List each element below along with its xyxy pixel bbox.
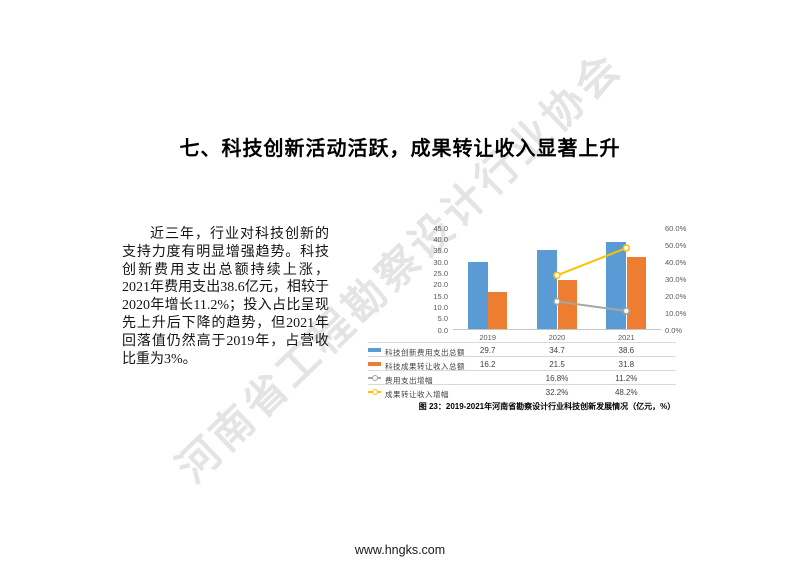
table-value: 48.2% xyxy=(614,388,638,397)
left-axis-tick: 20.0 xyxy=(433,280,448,290)
left-axis-tick: 15.0 xyxy=(433,291,448,301)
left-axis-tick: 30.0 xyxy=(433,257,448,267)
table-value: 16.8% xyxy=(545,374,569,383)
legend-label: 科技成果转让收入总额 xyxy=(385,361,465,371)
bar-orange-2020 xyxy=(557,280,577,329)
line-series-layer xyxy=(553,244,631,315)
legend-swatch-科技创新费用支出总额 xyxy=(368,348,381,352)
table-value: 16.2 xyxy=(479,360,496,369)
left-axis-tick: 5.0 xyxy=(437,314,448,324)
right-axis-tick: 40.0% xyxy=(665,257,687,267)
line-marker xyxy=(622,244,631,252)
right-axis-tick: 20.0% xyxy=(665,291,687,301)
line-marker xyxy=(553,297,561,306)
right-axis-tick: 50.0% xyxy=(665,240,687,250)
legend-label: 成果转让收入增幅 xyxy=(385,389,449,399)
table-value: 11.2% xyxy=(615,374,638,383)
line-marker xyxy=(622,307,631,315)
legend-label: 科技创新费用支出总额 xyxy=(385,347,465,357)
x-axis-label-2019: 2019 xyxy=(479,332,496,342)
body-paragraph: 近三年，行业对科技创新的支持力度有明显增强趋势。科技创新费用支出总额持续上涨，2… xyxy=(122,227,329,367)
legend-line-marker-成果转让收入增幅 xyxy=(372,388,378,395)
table-value: 31.8 xyxy=(618,360,635,369)
legend-label: 费用支出增幅 xyxy=(385,375,433,385)
bar-orange-2021 xyxy=(626,256,646,329)
table-row-科技成果转让收入总额: 科技成果转让收入总额 16.2 21.5 31.8 xyxy=(368,356,676,371)
right-axis-tick: 30.0% xyxy=(665,274,687,284)
left-axis-tick: 0.0 xyxy=(437,325,448,335)
chart-figure: 图 23：2019-2021年河南省勘察设计行业科技创新发展情况（亿元，%） 0… xyxy=(368,215,686,421)
right-axis-tick: 60.0% xyxy=(665,223,687,233)
left-axis-tick: 45.0 xyxy=(433,223,448,233)
left-axis-tick: 35.0 xyxy=(433,246,448,256)
bar-blue-2020 xyxy=(537,250,557,329)
chart-plot-area xyxy=(453,228,661,330)
bar-blue-2021 xyxy=(606,241,627,329)
bar-blue-2019 xyxy=(467,261,488,329)
x-axis-label-2020: 2020 xyxy=(548,332,566,342)
x-axis-label-2021: 2021 xyxy=(617,332,635,342)
legend-swatch-科技成果转让收入总额 xyxy=(368,362,381,366)
legend-line-marker-费用支出增幅 xyxy=(372,374,378,381)
table-row-科技创新费用支出总额: 科技创新费用支出总额 29.7 34.7 38.6 xyxy=(368,342,676,357)
table-value: 21.5 xyxy=(549,360,565,369)
left-axis-tick: 40.0 xyxy=(433,234,448,244)
table-value: 32.2% xyxy=(545,388,569,397)
line-成果转让收入增幅 xyxy=(556,247,627,277)
table-row-费用支出增幅: 费用支出增幅 16.8% 11.2% xyxy=(368,370,676,385)
bar-orange-2019 xyxy=(488,292,508,329)
line-费用支出增幅 xyxy=(556,300,627,312)
left-axis-tick: 10.0 xyxy=(433,302,448,312)
footer-url: www.hngks.com xyxy=(354,543,446,557)
page-title: 七、科技创新活动活跃，成果转让收入显著上升 xyxy=(179,138,621,160)
line-marker xyxy=(553,271,561,280)
left-axis-tick: 25.0 xyxy=(433,268,448,278)
right-axis-tick: 10.0% xyxy=(665,308,687,318)
table-value: 38.6 xyxy=(618,346,635,355)
table-row-成果转让收入增幅: 成果转让收入增幅 32.2% 48.2% xyxy=(368,384,676,399)
right-axis-tick: 0.0% xyxy=(665,325,683,335)
chart-caption: 图 23：2019-2021年河南省勘察设计行业科技创新发展情况（亿元，%） xyxy=(418,402,676,411)
table-value: 34.7 xyxy=(549,346,565,355)
table-value: 29.7 xyxy=(479,346,496,355)
